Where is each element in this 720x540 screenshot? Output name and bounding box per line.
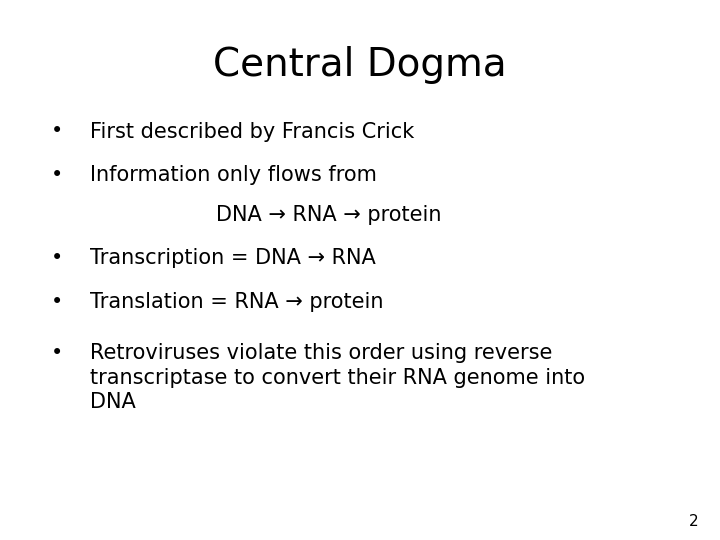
Text: Translation = RNA → protein: Translation = RNA → protein: [90, 292, 384, 312]
Text: •: •: [50, 248, 63, 268]
Text: Transcription = DNA → RNA: Transcription = DNA → RNA: [90, 248, 376, 268]
Text: •: •: [50, 343, 63, 363]
Text: First described by Francis Crick: First described by Francis Crick: [90, 122, 414, 141]
Text: Retroviruses violate this order using reverse
transcriptase to convert their RNA: Retroviruses violate this order using re…: [90, 343, 585, 413]
Text: 2: 2: [689, 514, 698, 529]
Text: •: •: [50, 122, 63, 141]
Text: •: •: [50, 165, 63, 185]
Text: DNA → RNA → protein: DNA → RNA → protein: [216, 205, 441, 225]
Text: Information only flows from: Information only flows from: [90, 165, 377, 185]
Text: •: •: [50, 292, 63, 312]
Text: Central Dogma: Central Dogma: [213, 46, 507, 84]
